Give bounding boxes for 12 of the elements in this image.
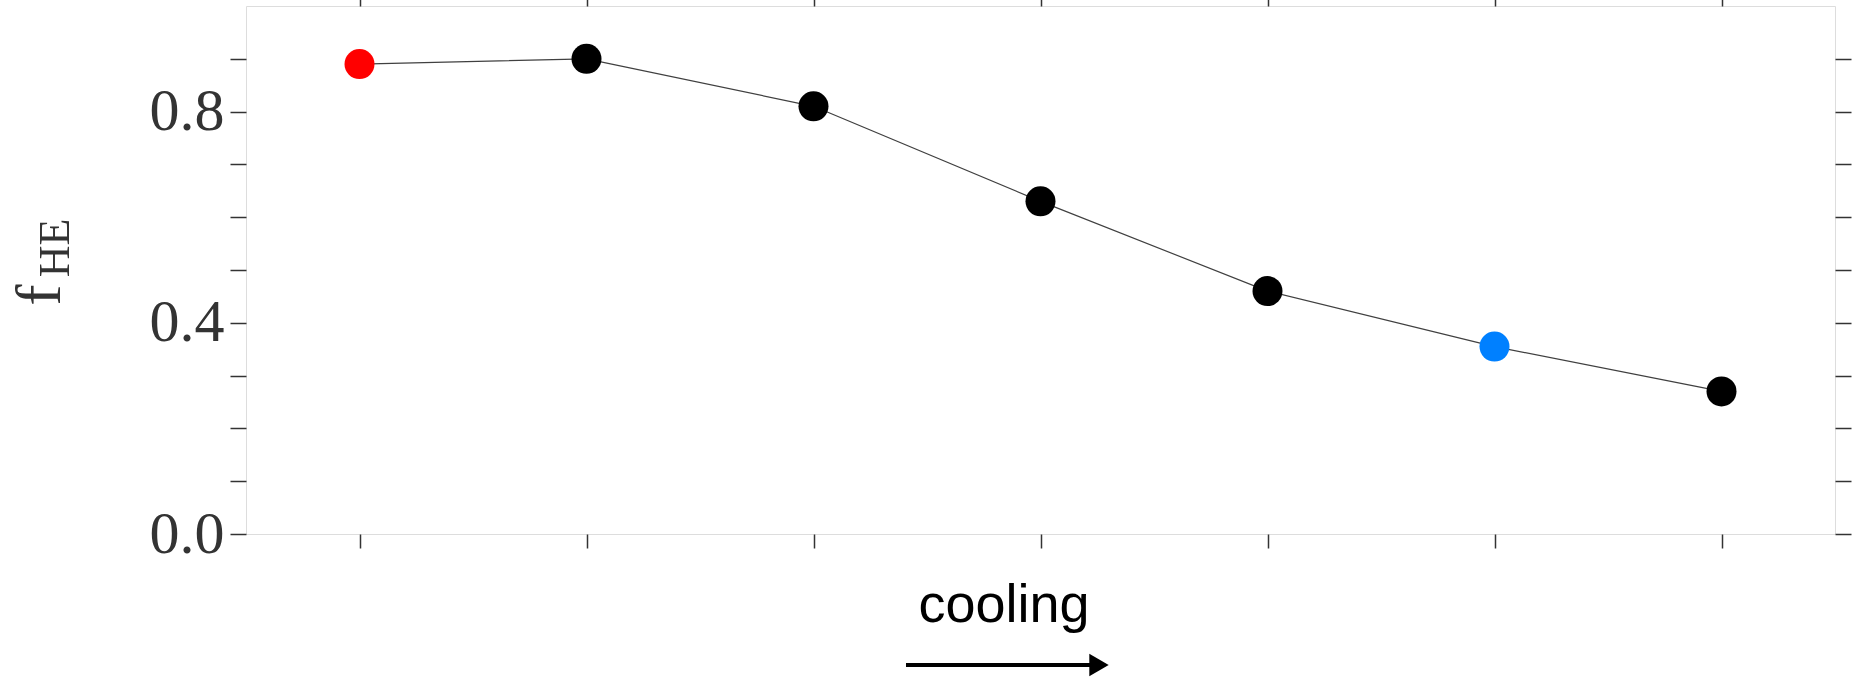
point: [1252, 276, 1283, 307]
y-tick-label: 0.8: [149, 77, 225, 144]
text: cooling: [918, 573, 1090, 633]
point: [1025, 186, 1056, 217]
point: [571, 43, 602, 74]
point: [798, 91, 829, 122]
y-axis-title: fHE: [3, 218, 79, 306]
y-tick-label: 0.4: [149, 288, 225, 355]
point: [344, 49, 375, 80]
point: [1479, 331, 1510, 362]
y-tick-label: 0.0: [149, 499, 225, 566]
point: [1706, 376, 1737, 407]
